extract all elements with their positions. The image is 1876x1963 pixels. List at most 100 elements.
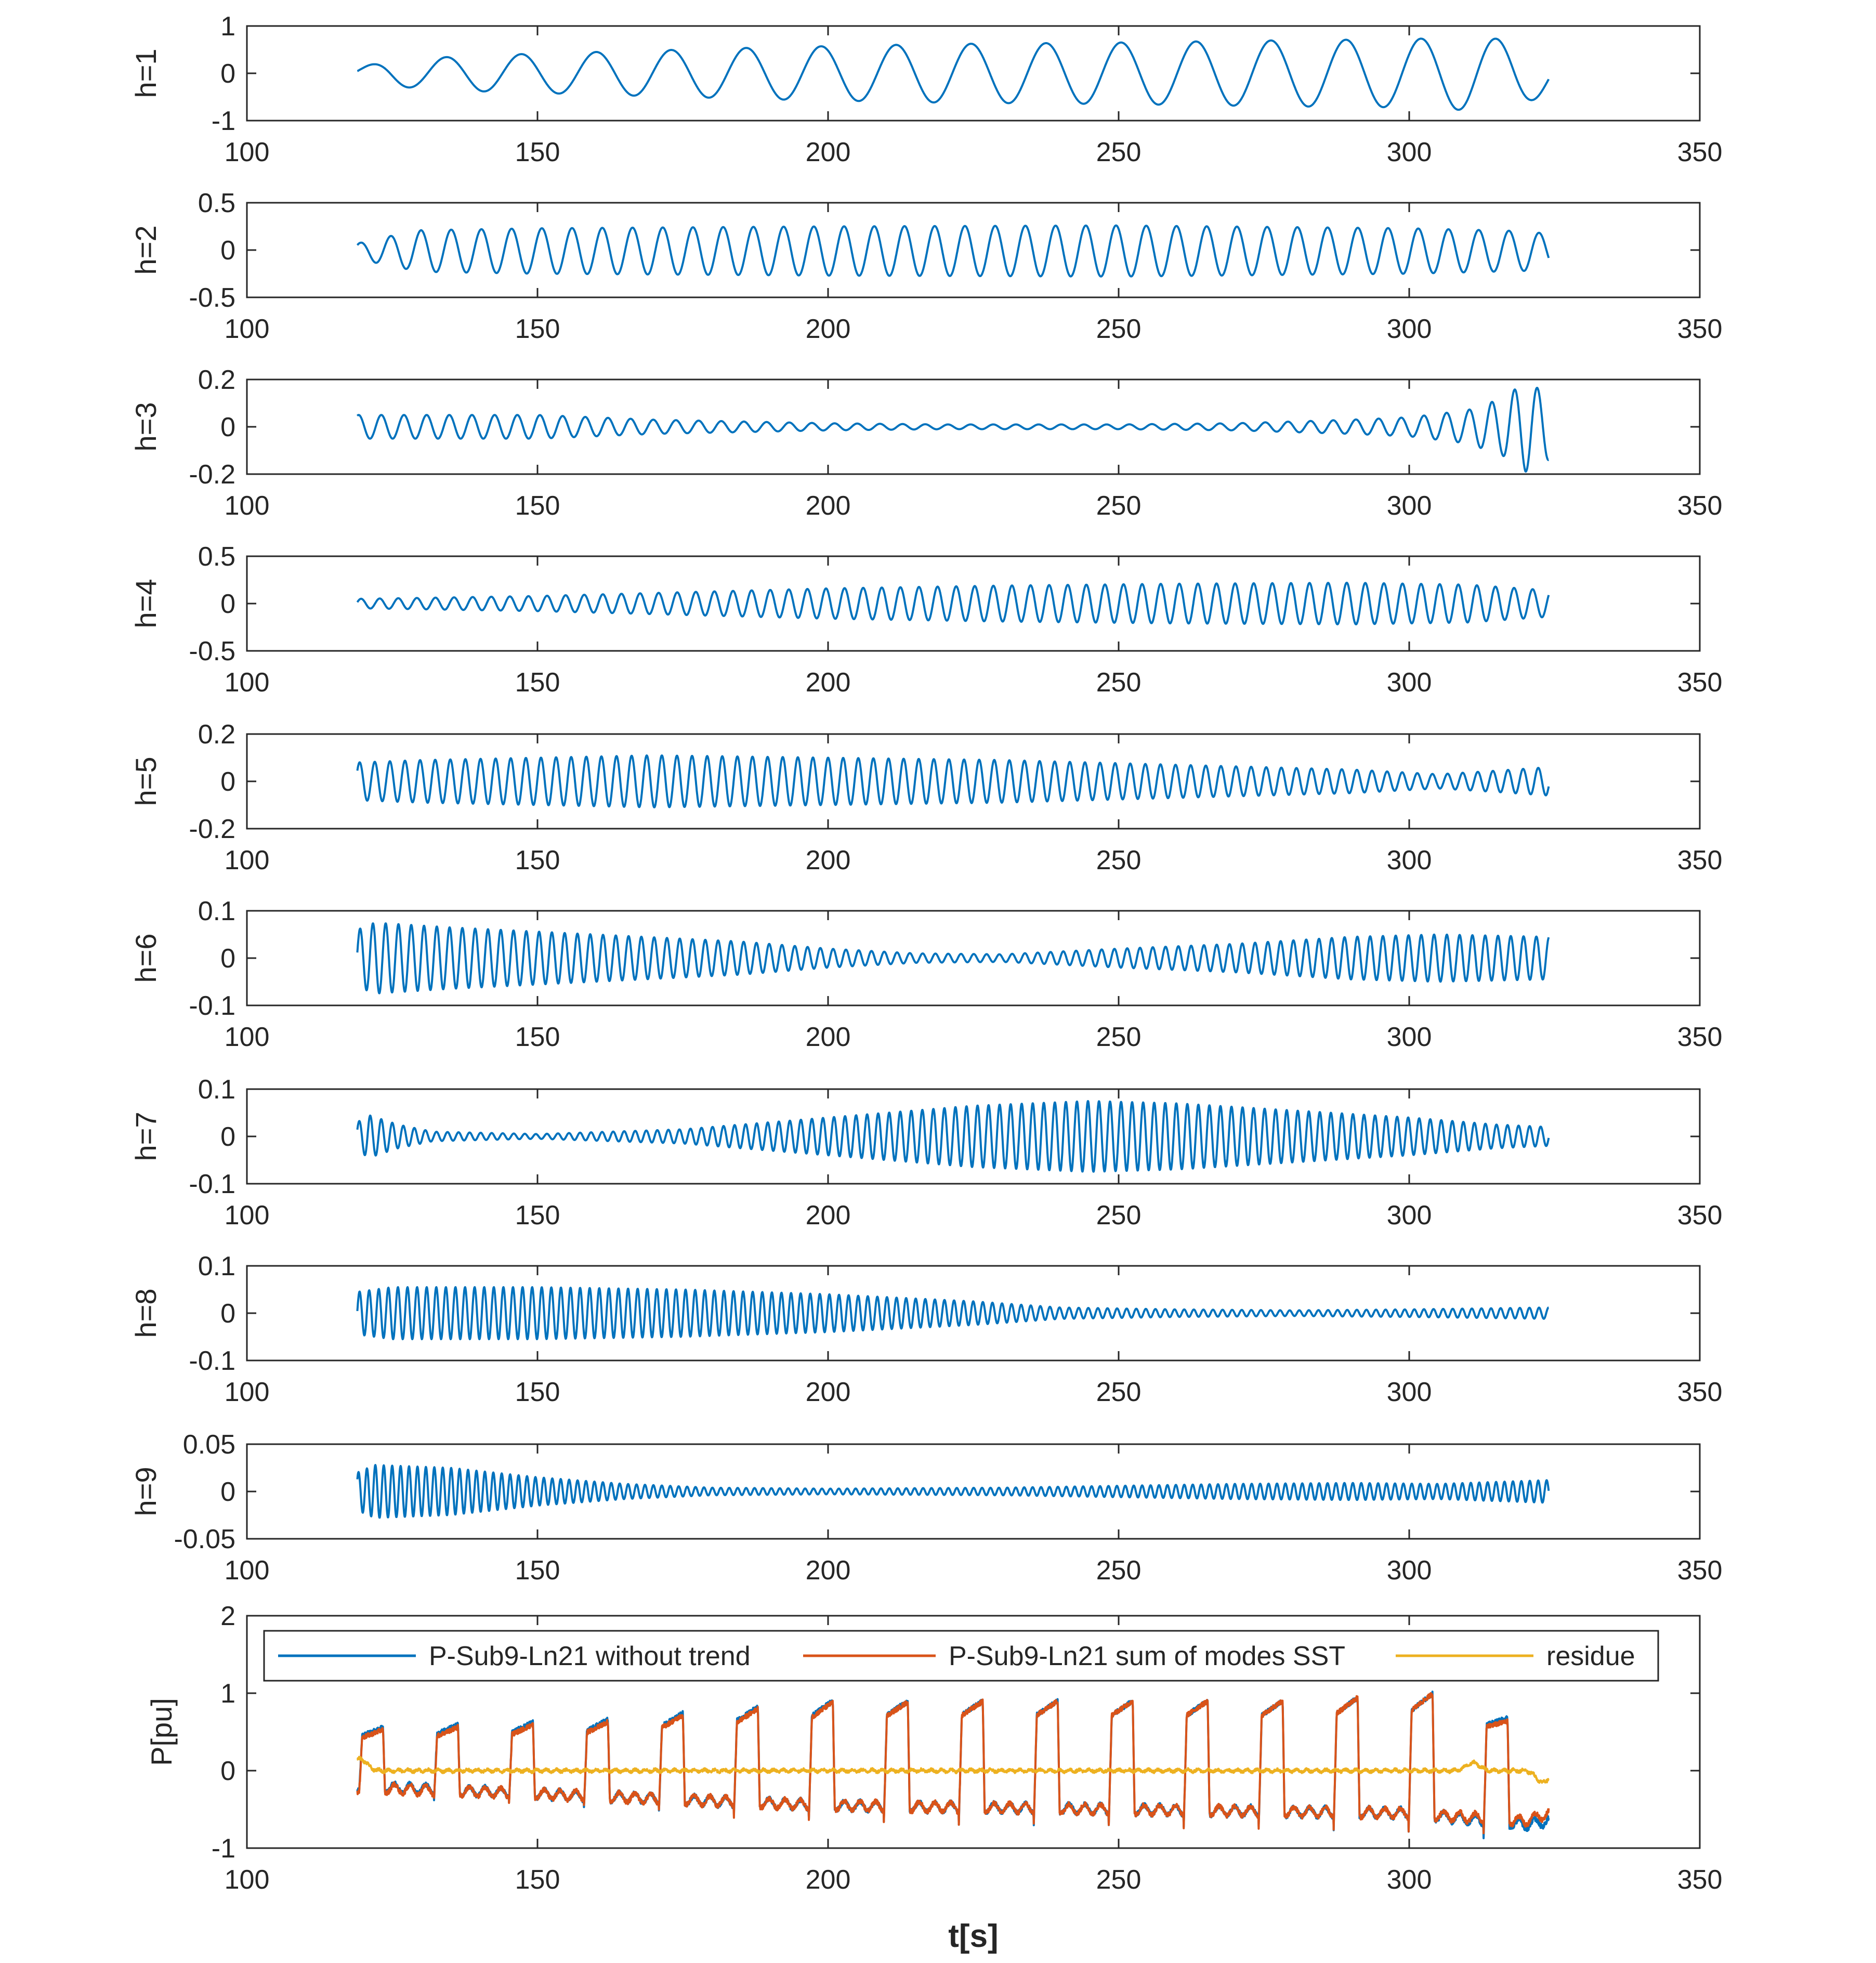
x-tick-label: 300 [1387, 1200, 1432, 1231]
y-tick-label: 0 [220, 235, 235, 266]
x-tick-label: 150 [515, 1377, 560, 1407]
y-tick-label: 0.1 [198, 896, 235, 926]
x-tick-label: 300 [1387, 845, 1432, 875]
series-line-h-5 [356, 754, 1550, 808]
x-tick-label: 150 [515, 1865, 560, 1895]
y-tick-label: 0 [220, 412, 235, 442]
series-line-h-1 [357, 37, 1550, 111]
y-tick-label: 0.05 [183, 1430, 235, 1460]
subplot-h9: 100 150 200 250 300 350 -0.05 0 0.05 h=9 [129, 1430, 1722, 1586]
y-axis-label: h=1 [129, 49, 162, 98]
series-line-h-9 [356, 1464, 1550, 1519]
subplot-h6: 100 150 200 250 300 350 -0.1 0 0.1 h=6 [129, 896, 1722, 1052]
x-tick-label: 300 [1387, 1377, 1432, 1407]
x-tick-label: 250 [1096, 314, 1142, 344]
y-axis-label: h=5 [129, 757, 162, 806]
legend-entry: P-Sub9-Ln21 without trend [429, 1641, 751, 1671]
legend-entry: P-Sub9-Ln21 sum of modes SST [949, 1641, 1345, 1671]
y-tick-label: 2 [220, 1601, 235, 1631]
y-tick-label: 0 [220, 1299, 235, 1329]
x-tick-label: 200 [806, 491, 851, 521]
y-tick-label: -0.1 [189, 1169, 235, 1199]
x-tick-label: 300 [1387, 491, 1432, 521]
y-axis-label: h=2 [129, 226, 162, 275]
x-tick-label: 350 [1677, 314, 1723, 344]
y-tick-label: -1 [212, 106, 235, 136]
series-line-h-3 [356, 387, 1550, 473]
y-axis-label: P[pu] [145, 1698, 178, 1766]
x-tick-label: 100 [225, 491, 270, 521]
x-tick-label: 200 [806, 845, 851, 875]
x-tick-label: 150 [515, 845, 560, 875]
subplot-h7: 100 150 200 250 300 350 -0.1 0 0.1 h=7 [129, 1075, 1722, 1231]
x-tick-label: 250 [1096, 137, 1142, 167]
x-tick-label: 100 [225, 1555, 270, 1586]
y-axis-label: h=8 [129, 1289, 162, 1338]
y-tick-label: 1 [220, 11, 235, 42]
x-tick-label: 200 [806, 314, 851, 344]
y-tick-label: 0.2 [198, 719, 235, 750]
y-tick-label: 0.1 [198, 1251, 235, 1281]
series-line-h-7 [356, 1100, 1550, 1173]
y-axis-label: h=4 [129, 579, 162, 629]
x-tick-label: 150 [515, 137, 560, 167]
x-tick-label: 200 [806, 1865, 851, 1895]
x-tick-label: 200 [806, 1022, 851, 1052]
x-tick-label: 150 [515, 1200, 560, 1231]
x-tick-label: 100 [225, 137, 270, 167]
y-tick-label: 0 [220, 1756, 235, 1786]
x-tick-label: 150 [515, 491, 560, 521]
x-tick-label: 100 [225, 1377, 270, 1407]
x-tick-label: 150 [515, 314, 560, 344]
subplot-h8: 100 150 200 250 300 350 -0.1 0 0.1 h=8 [129, 1251, 1722, 1407]
y-tick-label: -0.05 [174, 1524, 235, 1554]
x-tick-label: 350 [1677, 137, 1723, 167]
series-line-h-8 [356, 1286, 1550, 1340]
y-axis-label: h=7 [129, 1112, 162, 1161]
y-tick-label: 0.1 [198, 1075, 235, 1105]
x-tick-label: 350 [1677, 1200, 1723, 1231]
y-tick-label: 0 [220, 1477, 235, 1507]
y-tick-label: -1 [212, 1834, 235, 1864]
axes-box [246, 555, 1701, 652]
x-tick-label: 200 [806, 1555, 851, 1586]
y-tick-label: -0.2 [189, 814, 235, 844]
x-tick-label: 250 [1096, 1200, 1142, 1231]
x-tick-label: 250 [1096, 668, 1142, 698]
x-axis-label: t[s] [948, 1918, 998, 1954]
x-tick-label: 350 [1677, 668, 1723, 698]
subplot-h2: 100 150 200 250 300 350 -0.5 0 0.5 h=2 [129, 188, 1722, 344]
x-tick-label: 350 [1677, 1555, 1723, 1586]
x-tick-label: 200 [806, 1200, 851, 1231]
x-tick-label: 300 [1387, 668, 1432, 698]
y-tick-label: 0.5 [198, 188, 235, 218]
x-tick-label: 100 [225, 1865, 270, 1895]
series-line-h-4 [356, 582, 1550, 625]
x-tick-label: 350 [1677, 1022, 1723, 1052]
y-tick-label: 0 [220, 1122, 235, 1152]
series-line-h-6 [356, 922, 1550, 994]
x-tick-label: 300 [1387, 314, 1432, 344]
y-tick-label: 0.2 [198, 365, 235, 395]
x-tick-label: 200 [806, 668, 851, 698]
y-tick-label: 0 [220, 589, 235, 619]
x-tick-label: 250 [1096, 1022, 1142, 1052]
subplot-p: 100 150 200 250 300 350 -1 0 1 2 P[pu] t[s] P-Sub9-L… [145, 1601, 1722, 1954]
y-tick-label: 1 [220, 1679, 235, 1709]
axes-box [246, 1265, 1701, 1362]
legend: P-Sub9-Ln21 without trend P-Sub9-Ln21 sum… [263, 1630, 1659, 1682]
x-tick-label: 350 [1677, 845, 1723, 875]
y-tick-label: 0 [220, 767, 235, 797]
x-tick-label: 200 [806, 137, 851, 167]
x-tick-label: 250 [1096, 1555, 1142, 1586]
x-tick-label: 250 [1096, 491, 1142, 521]
x-tick-label: 350 [1677, 1377, 1723, 1407]
y-tick-label: -0.1 [189, 1346, 235, 1376]
y-tick-label: -0.5 [189, 283, 235, 313]
x-tick-label: 100 [225, 845, 270, 875]
y-axis-label: h=6 [129, 934, 162, 983]
y-tick-label: 0.5 [198, 542, 235, 572]
x-tick-label: 100 [225, 314, 270, 344]
series-line-residue [356, 1756, 1550, 1784]
